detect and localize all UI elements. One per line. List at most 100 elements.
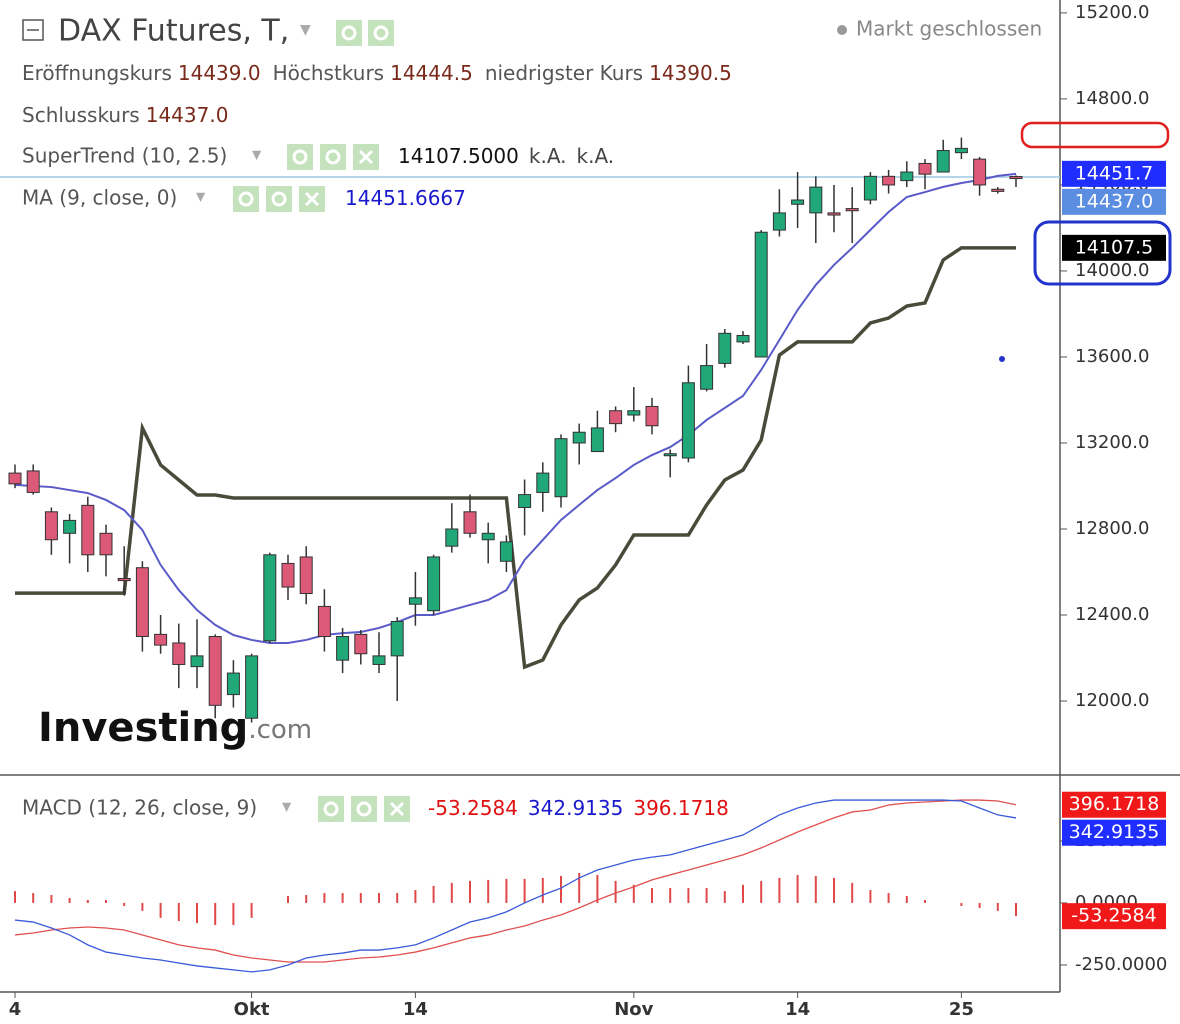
- candle-body: [81, 504, 95, 556]
- chart-title: DAX Futures, T,: [58, 14, 289, 49]
- candle-body: [973, 158, 987, 186]
- readout-value: 14107.5000: [398, 144, 519, 168]
- indicator-icon[interactable]: [336, 20, 362, 46]
- indicator-icon[interactable]: [384, 796, 410, 822]
- ohlc-legend-value: 14437.0: [146, 103, 229, 127]
- x-tick-label: Nov: [614, 999, 653, 1020]
- y-tick-label: 15200.0: [1075, 2, 1149, 23]
- price-badge-label: 342.9135: [1069, 821, 1160, 843]
- indicator-icon[interactable]: [287, 144, 313, 170]
- watermark-main: Investing: [38, 705, 248, 751]
- candle-body: [8, 472, 22, 485]
- icon-box: [320, 144, 346, 170]
- candle-body: [427, 556, 441, 612]
- indicator-icon[interactable]: [320, 144, 346, 170]
- icon-box: [351, 796, 377, 822]
- status-dot: [837, 25, 847, 35]
- icon-glyph: [341, 25, 357, 41]
- signal-line: [14, 799, 1017, 963]
- candle-body: [718, 332, 732, 364]
- readout-value: 342.9135: [528, 796, 623, 820]
- market-status: Markt geschlossen: [856, 17, 1042, 41]
- candle-body: [317, 605, 331, 638]
- candle-body: [245, 655, 259, 719]
- y-tick-label: -250.0000: [1075, 954, 1167, 975]
- ohlc-legend: Eröffnungskurs 14439.0 Höchstkurs 14444.5 ni…: [22, 61, 732, 85]
- candle-body: [936, 150, 950, 173]
- candle-body: [299, 556, 313, 595]
- icon-box: [368, 20, 394, 46]
- indicator-icon[interactable]: [351, 796, 377, 822]
- icon-glyph: [358, 149, 374, 165]
- candle-body: [900, 171, 914, 182]
- indicator-icon[interactable]: [353, 144, 379, 170]
- candle-body: [645, 405, 659, 427]
- ohlc-legend-value: 14444.5: [390, 61, 473, 85]
- price-badge: [1062, 819, 1166, 846]
- indicator-icon[interactable]: [318, 796, 344, 822]
- icon-box: [336, 20, 362, 46]
- ohlc-legend-name: Eröffnungskurs: [22, 61, 172, 85]
- candle-body: [190, 655, 204, 668]
- candle-body: [827, 212, 841, 216]
- x-tick-label: Okt: [234, 999, 270, 1020]
- price-badge-label: 396.1718: [1069, 793, 1160, 815]
- icon-glyph: [292, 149, 308, 165]
- indicator-icon[interactable]: [233, 186, 259, 212]
- candle-body: [1009, 176, 1023, 180]
- candle-body: [572, 431, 586, 444]
- candle-body: [918, 162, 932, 175]
- watermark-suffix: .com: [248, 715, 312, 745]
- icon-glyph: [323, 801, 339, 817]
- icon-glyph: [304, 191, 320, 207]
- icon-box: [287, 144, 313, 170]
- annotation-oval: [1020, 121, 1170, 149]
- indicator-icon[interactable]: [266, 186, 292, 212]
- collapse-icon[interactable]: [22, 19, 44, 41]
- price-badge: [1062, 160, 1166, 187]
- candle-body: [481, 532, 495, 541]
- candle-body: [281, 562, 295, 588]
- candle-body: [408, 597, 422, 605]
- x-tick-label: 14: [785, 999, 810, 1020]
- candle-body: [336, 636, 350, 661]
- indicator-icon[interactable]: [299, 186, 325, 212]
- candle-body: [372, 655, 386, 665]
- ohlc-legend: Schlusskurs 14437.0: [22, 103, 228, 127]
- candle-body: [700, 365, 714, 390]
- candle-body: [882, 175, 896, 186]
- candle-body: [845, 208, 859, 212]
- y-tick-label: 13600.0: [1075, 346, 1149, 367]
- candle-body: [226, 672, 240, 696]
- watermark: Investing.com: [38, 705, 312, 751]
- y-tick-label: 12400.0: [1075, 604, 1149, 625]
- candle-body: [663, 453, 677, 457]
- candle-body: [554, 438, 568, 498]
- indicator-caret: ▼: [252, 148, 262, 162]
- candle-body: [736, 334, 750, 343]
- icon-glyph: [325, 149, 341, 165]
- y-tick-label: 14800.0: [1075, 88, 1149, 109]
- indicator-readout: 14451.6667: [345, 186, 466, 210]
- icon-box: [318, 796, 344, 822]
- price-badge-label: 14437.0: [1075, 190, 1154, 212]
- price-badge-label: 14451.7: [1075, 162, 1154, 184]
- price-badge: [1062, 903, 1166, 930]
- candle-body: [518, 494, 532, 508]
- candle-body: [772, 212, 786, 231]
- x-tick-label: 25: [949, 999, 974, 1020]
- annotation-dot: [999, 356, 1005, 362]
- candle-body: [954, 147, 968, 154]
- ma-line: [14, 172, 1017, 644]
- candle-body: [809, 186, 823, 214]
- indicator-readout: 14107.5000 k.A. k.A.: [398, 144, 614, 168]
- indicator-icon[interactable]: [368, 20, 394, 46]
- indicator-name: SuperTrend (10, 2.5): [22, 144, 227, 168]
- indicator-caret: ▼: [282, 800, 292, 814]
- price-badge: [1062, 188, 1166, 215]
- x-tick-label: 14: [403, 999, 428, 1020]
- ohlc-legend-value: 14390.5: [649, 61, 732, 85]
- indicator-name: MA (9, close, 0): [22, 186, 177, 210]
